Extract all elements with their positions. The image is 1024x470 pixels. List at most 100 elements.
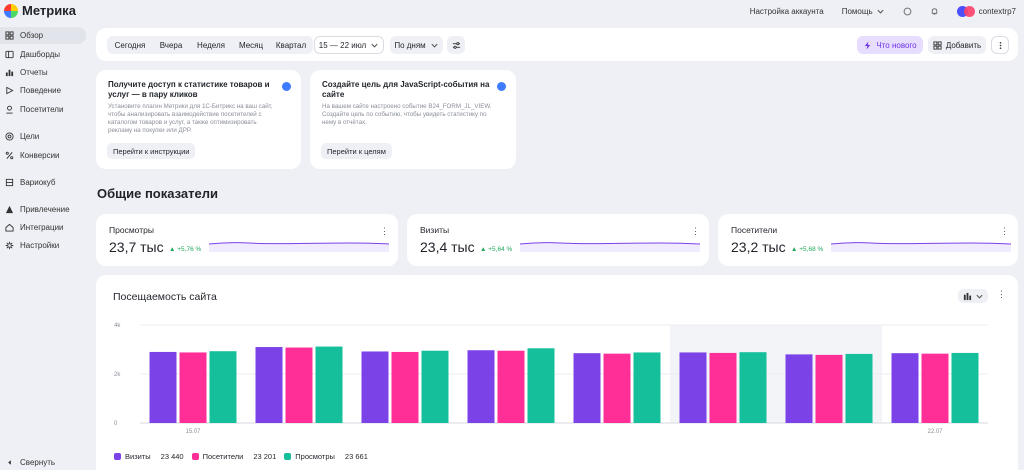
metrica-logo-icon [4, 3, 18, 18]
acquisition-icon [5, 205, 14, 214]
period-month-button[interactable]: Месяц [238, 40, 264, 50]
bar [951, 352, 979, 423]
promo-card-goal: Создайте цель для JavaScript-события на … [310, 70, 516, 169]
app-title: Метрика [22, 3, 76, 18]
legend-item[interactable]: Посетители 23 201 [191, 452, 276, 461]
bar [739, 352, 767, 423]
chevron-down-icon [975, 294, 983, 299]
more-options-button[interactable] [991, 36, 1009, 54]
chart-title: Посещаемость сайта [113, 291, 217, 303]
sidebar-item-settings[interactable]: Настройки [0, 237, 88, 254]
help-menu[interactable]: Помощь [842, 7, 885, 16]
chart-type-select[interactable] [958, 289, 988, 303]
sidebar-item-label: Обзор [20, 31, 44, 40]
metric-card-visits[interactable]: Визиты 23,4 тыс ▲ +5,64 % ⋮ [407, 214, 709, 266]
sparkline [831, 242, 1011, 252]
bar [361, 351, 389, 423]
legend-total: 23 440 [160, 452, 184, 461]
sidebar-item-reports[interactable]: Отчеты [0, 64, 88, 81]
period-week-button[interactable]: Неделя [197, 40, 225, 50]
check-badge-icon [282, 82, 291, 91]
bar [679, 352, 707, 423]
legend-name: Посетители [202, 452, 244, 461]
play-icon [6, 86, 14, 95]
sidebar-item-visitors[interactable]: Посетители [0, 101, 88, 118]
help-label: Помощь [841, 6, 873, 16]
whats-new-label: Что нового [876, 40, 917, 50]
dashboard-icon [5, 50, 14, 59]
chart-menu-button[interactable]: ⋮ [997, 289, 1006, 299]
arrow-left-icon [8, 460, 11, 465]
collapse-sidebar-button[interactable]: Свернуть [0, 454, 88, 470]
y-tick-label: 2k [114, 372, 121, 378]
filter-settings-button[interactable] [447, 36, 465, 54]
sidebar-item-label: Посетители [20, 105, 64, 114]
add-widget-button[interactable]: Добавить [928, 36, 986, 54]
promo-title: Получите доступ к статистике товаров и у… [108, 80, 270, 99]
bar [603, 353, 631, 423]
bar [179, 352, 207, 423]
period-quarter-button[interactable]: Квартал [275, 40, 307, 50]
sidebar-item-goals[interactable]: Цели [0, 128, 88, 145]
chat-icon [903, 7, 912, 15]
go-to-instruction-button[interactable]: Перейти к инструкции [107, 143, 196, 159]
chevron-down-icon [371, 43, 378, 48]
metric-delta: ▲ +5,68 % [791, 246, 824, 253]
sidebar-item-acquisition[interactable]: Привлечение [0, 201, 88, 218]
date-range-picker[interactable]: 15 — 22 июл [314, 36, 384, 54]
metric-menu-button[interactable]: ⋮ [691, 226, 700, 236]
percent-icon [5, 151, 14, 160]
period-yesterday-button[interactable]: Вчера [159, 40, 183, 50]
cube-icon [5, 178, 14, 187]
period-presets [107, 36, 313, 54]
avatar [956, 5, 975, 17]
bar [497, 350, 525, 423]
attendance-chart-card: Посещаемость сайта ⋮ 4k 2k 0 15.07 22.07 Виз… [96, 275, 1018, 470]
sidebar-item-behavior[interactable]: Поведение [0, 82, 88, 99]
bar [285, 347, 313, 423]
integration-icon [5, 223, 14, 232]
metric-delta: ▲ +5,64 % [480, 246, 513, 253]
sidebar-item-conversions[interactable]: Конверсии [0, 147, 88, 164]
metric-value: 23,7 тыс [109, 239, 164, 255]
legend-name: Визиты [125, 452, 151, 461]
metric-card-views[interactable]: Просмотры 23,7 тыс ▲ +5,76 % ⋮ [96, 214, 398, 266]
legend-item[interactable]: Просмотры 23 661 [284, 452, 368, 461]
date-range-label: 15 — 22 июл [318, 40, 367, 50]
metric-menu-button[interactable]: ⋮ [380, 226, 389, 236]
notifications-button[interactable] [930, 7, 939, 16]
bar [709, 352, 737, 423]
user-menu[interactable]: contextrp7 [956, 5, 1016, 17]
period-today-button[interactable]: Сегодня [114, 40, 146, 50]
metric-label: Посетители [731, 225, 778, 235]
app-logo[interactable]: Метрика [4, 3, 76, 18]
grouping-label: По дням [394, 40, 426, 50]
sidebar-item-variocube[interactable]: Вариокуб [0, 174, 88, 191]
bar [467, 350, 495, 423]
widgets-icon [933, 40, 942, 50]
bar [391, 351, 419, 423]
grouping-select[interactable]: По дням [390, 36, 443, 54]
legend-swatch [284, 453, 292, 460]
sidebar-item-label: Настройки [20, 241, 60, 250]
more-vertical-icon [999, 41, 1001, 49]
period-toolbar: Сегодня Вчера Неделя Месяц Квартал 15 — … [96, 28, 1018, 61]
sidebar-item-integrations[interactable]: Интеграции [0, 219, 88, 236]
metric-menu-button[interactable]: ⋮ [1000, 226, 1009, 236]
sidebar-item-label: Интеграции [20, 223, 64, 232]
legend-item[interactable]: Визиты 23 440 [114, 452, 184, 461]
sidebar-item-label: Дашборды [20, 50, 60, 59]
chat-button[interactable] [903, 7, 912, 16]
promo-text: Установите плагин Метрики для 1С-Битрикс… [108, 103, 273, 134]
account-settings-link[interactable]: Настройка аккаунта [749, 6, 824, 16]
sidebar-item-overview[interactable]: Обзор [0, 27, 86, 44]
attendance-bar-chart: 4k 2k 0 15.07 22.07 [114, 323, 988, 435]
sidebar-item-label: Привлечение [20, 205, 70, 214]
sidebar-item-dashboards[interactable]: Дашборды [0, 46, 88, 63]
top-bar: Метрика Настройка аккаунта Помощь contex… [0, 0, 1024, 22]
sparkline [520, 242, 700, 252]
bar [527, 348, 555, 423]
metric-card-visitors[interactable]: Посетители 23,2 тыс ▲ +5,68 % ⋮ [718, 214, 1018, 266]
whats-new-button[interactable]: Что нового [857, 36, 923, 54]
go-to-goals-button[interactable]: Перейти к целям [321, 143, 392, 159]
